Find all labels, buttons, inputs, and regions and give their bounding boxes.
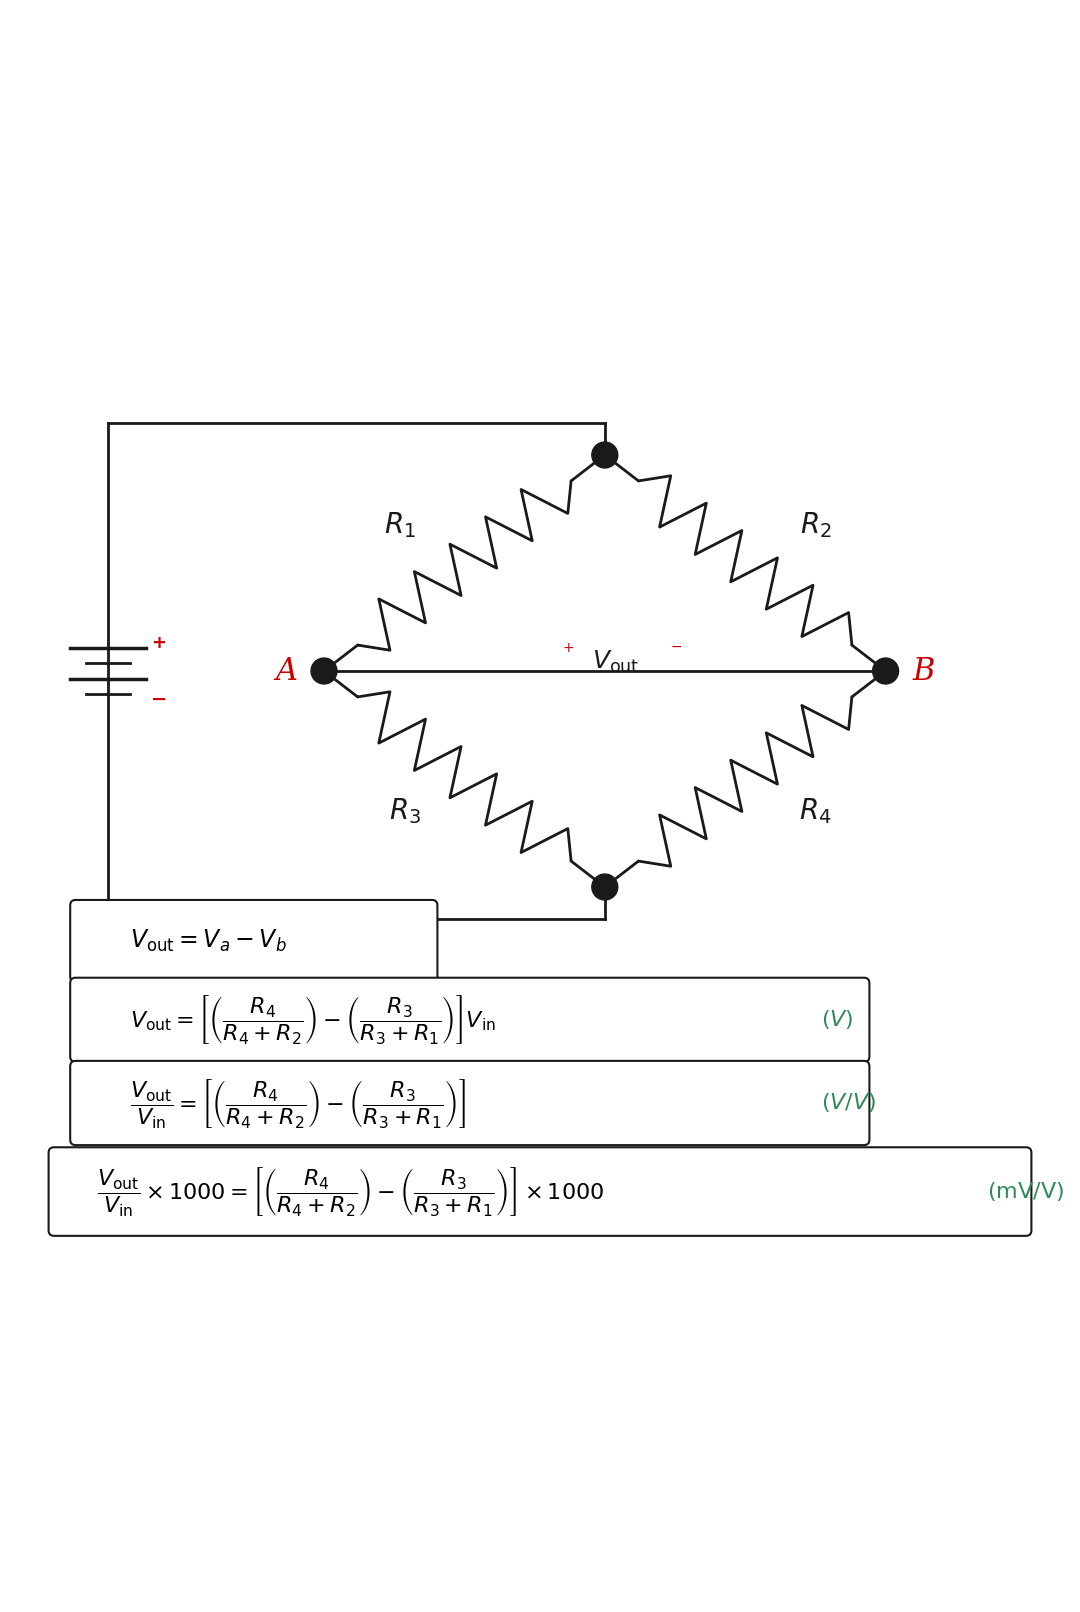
FancyBboxPatch shape bbox=[70, 978, 869, 1062]
Text: $^+$: $^+$ bbox=[559, 642, 575, 661]
Text: $R_2$: $R_2$ bbox=[799, 511, 832, 540]
Circle shape bbox=[311, 658, 337, 683]
Text: −: − bbox=[151, 690, 167, 709]
Circle shape bbox=[592, 442, 618, 467]
FancyBboxPatch shape bbox=[49, 1148, 1031, 1236]
Text: $\dfrac{V_{\mathrm{out}}}{V_{\mathrm{in}}} \times 1000 = \left[\left(\dfrac{R_4}: $\dfrac{V_{\mathrm{out}}}{V_{\mathrm{in}… bbox=[97, 1165, 605, 1219]
Text: $V_{\mathrm{out}} = \left[\left(\dfrac{R_4}{R_4 + R_2}\right) - \left(\dfrac{R_3: $V_{\mathrm{out}} = \left[\left(\dfrac{R… bbox=[130, 993, 496, 1046]
Text: $(V/V)$: $(V/V)$ bbox=[821, 1091, 876, 1114]
Text: +: + bbox=[151, 634, 166, 651]
FancyBboxPatch shape bbox=[70, 1061, 869, 1145]
Circle shape bbox=[873, 658, 899, 683]
FancyBboxPatch shape bbox=[70, 899, 437, 982]
Text: $R_1$: $R_1$ bbox=[383, 511, 416, 540]
Text: $V_{\mathrm{out}}$: $V_{\mathrm{out}}$ bbox=[592, 650, 639, 675]
Text: A: A bbox=[275, 656, 297, 687]
Text: $\dfrac{V_{\mathrm{out}}}{V_{\mathrm{in}}} = \left[\left(\dfrac{R_4}{R_4 + R_2}\: $\dfrac{V_{\mathrm{out}}}{V_{\mathrm{in}… bbox=[130, 1077, 465, 1130]
Circle shape bbox=[592, 874, 618, 899]
Text: $R_3$: $R_3$ bbox=[389, 796, 421, 827]
Text: $(\mathrm{mV/V})$: $(\mathrm{mV/V})$ bbox=[987, 1180, 1064, 1203]
Text: $^-$: $^-$ bbox=[667, 642, 683, 661]
Text: $R_4$: $R_4$ bbox=[799, 796, 832, 827]
Text: $V_{\mathrm{out}} = V_a - V_b$: $V_{\mathrm{out}} = V_a - V_b$ bbox=[130, 929, 286, 954]
Text: $(V)$: $(V)$ bbox=[821, 1009, 853, 1032]
Text: B: B bbox=[913, 656, 935, 687]
